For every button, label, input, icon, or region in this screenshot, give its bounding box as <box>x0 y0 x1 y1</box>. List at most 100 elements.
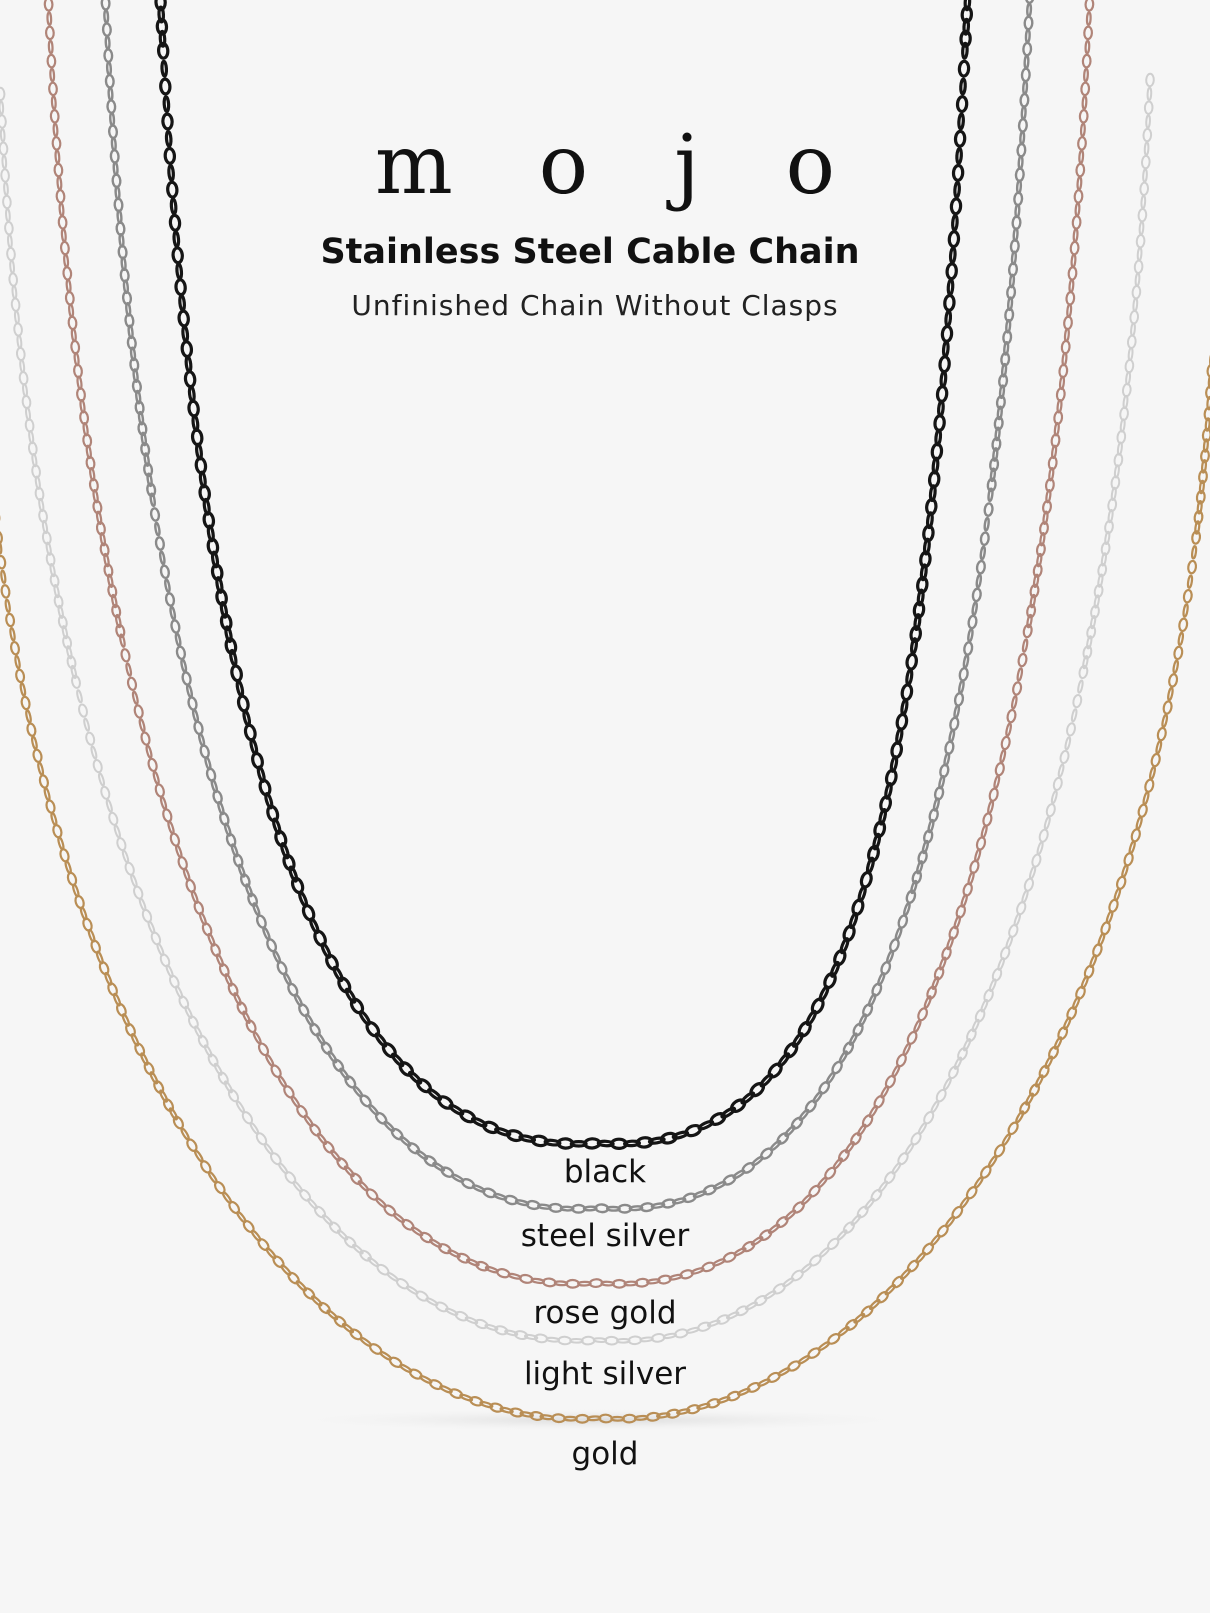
chain-link <box>126 676 138 691</box>
chain-link <box>666 1408 681 1419</box>
chain-link <box>1015 1110 1025 1124</box>
chain-link <box>955 95 969 114</box>
chain-link <box>224 973 233 987</box>
chain-link <box>864 1197 875 1210</box>
chain-link <box>1024 0 1035 4</box>
chain-link <box>1071 215 1082 230</box>
chain-link <box>1142 168 1148 183</box>
chain-link <box>169 832 181 847</box>
chain-link <box>1090 604 1100 619</box>
chain-link <box>798 1108 810 1122</box>
chain-link <box>792 1201 805 1214</box>
chain-link <box>1026 2 1033 18</box>
chain-link <box>89 466 96 482</box>
chain-link <box>1053 1036 1063 1050</box>
chain-link <box>174 632 182 647</box>
chain-link <box>856 1123 867 1137</box>
chain-link <box>49 109 60 124</box>
chain-link <box>61 625 69 640</box>
chain-link <box>921 839 929 855</box>
chain-link <box>986 477 997 493</box>
chain-link <box>1060 339 1071 355</box>
chain-link <box>459 1393 474 1402</box>
chain-link <box>1 154 8 170</box>
chain-link <box>963 641 974 656</box>
chain-link <box>909 625 922 644</box>
chain-link <box>639 1336 654 1343</box>
chain-link <box>1134 272 1141 287</box>
chain-link <box>910 879 918 895</box>
chain-link <box>184 355 193 374</box>
chain-link <box>1056 398 1063 414</box>
chain-link <box>1019 92 1030 108</box>
chain-link <box>1093 583 1104 599</box>
chain-link <box>944 740 955 756</box>
chain-link <box>352 1243 364 1255</box>
chain-link <box>166 180 179 199</box>
chain-link <box>52 824 63 839</box>
chain-link <box>988 978 997 992</box>
chain-link <box>106 99 117 114</box>
chain-link <box>70 327 77 343</box>
chain-link <box>994 426 1001 442</box>
chain-link <box>140 1052 149 1066</box>
chain-link <box>111 593 118 609</box>
chain-link <box>1003 341 1010 356</box>
chain-link <box>474 1318 489 1330</box>
chain-link <box>1011 695 1018 710</box>
chain-link <box>107 86 114 102</box>
chain-link <box>1045 488 1052 504</box>
chain-link <box>73 351 80 367</box>
chain-link <box>518 1134 537 1143</box>
chain-link <box>1084 0 1095 12</box>
chain-link <box>850 1132 862 1146</box>
chain-link <box>1206 363 1210 379</box>
chain-link <box>9 626 16 642</box>
chain-link <box>157 5 166 24</box>
chain-link <box>983 516 990 532</box>
chain-link <box>1034 1074 1044 1088</box>
chain-link <box>1173 645 1184 661</box>
chain-link <box>19 682 27 697</box>
chain-link <box>726 1311 740 1320</box>
chain-link <box>1057 763 1065 778</box>
chain-link <box>1032 563 1043 578</box>
chain-link <box>46 11 53 26</box>
chain-link <box>930 1100 940 1114</box>
chain-link <box>16 334 23 349</box>
chain-link <box>236 694 250 713</box>
chain-link <box>543 1138 562 1147</box>
chain-link <box>435 1301 449 1313</box>
chain-link <box>1104 519 1114 535</box>
chain-link <box>180 340 194 359</box>
chain-link <box>167 820 175 835</box>
chain-link <box>757 1378 771 1387</box>
chain-link <box>971 1018 980 1033</box>
chain-link <box>837 1326 850 1337</box>
chain-link <box>320 1041 333 1056</box>
chain-link <box>845 1318 858 1331</box>
chain-link <box>545 1336 560 1343</box>
chain-link <box>935 385 949 403</box>
chain-link <box>676 1408 691 1415</box>
chain-link <box>233 992 242 1006</box>
chain-link <box>949 716 960 732</box>
chain-link <box>1023 877 1034 892</box>
chain-link <box>164 578 171 594</box>
chain-link <box>53 584 60 599</box>
chain-link <box>437 1243 452 1255</box>
chain-link <box>1143 141 1150 156</box>
chain-link <box>1050 790 1058 805</box>
chain-link <box>1045 803 1056 818</box>
chain-link <box>1142 791 1150 806</box>
chain-link <box>64 860 72 875</box>
chain-link <box>842 1041 855 1056</box>
chains-group <box>0 0 1210 1424</box>
chain-link <box>1063 327 1070 343</box>
chain-link <box>205 767 217 782</box>
chain-link <box>339 1067 350 1081</box>
chain-link <box>923 995 932 1009</box>
chain-link <box>121 849 130 864</box>
chain-link <box>494 1127 512 1137</box>
chain-link <box>951 213 959 232</box>
